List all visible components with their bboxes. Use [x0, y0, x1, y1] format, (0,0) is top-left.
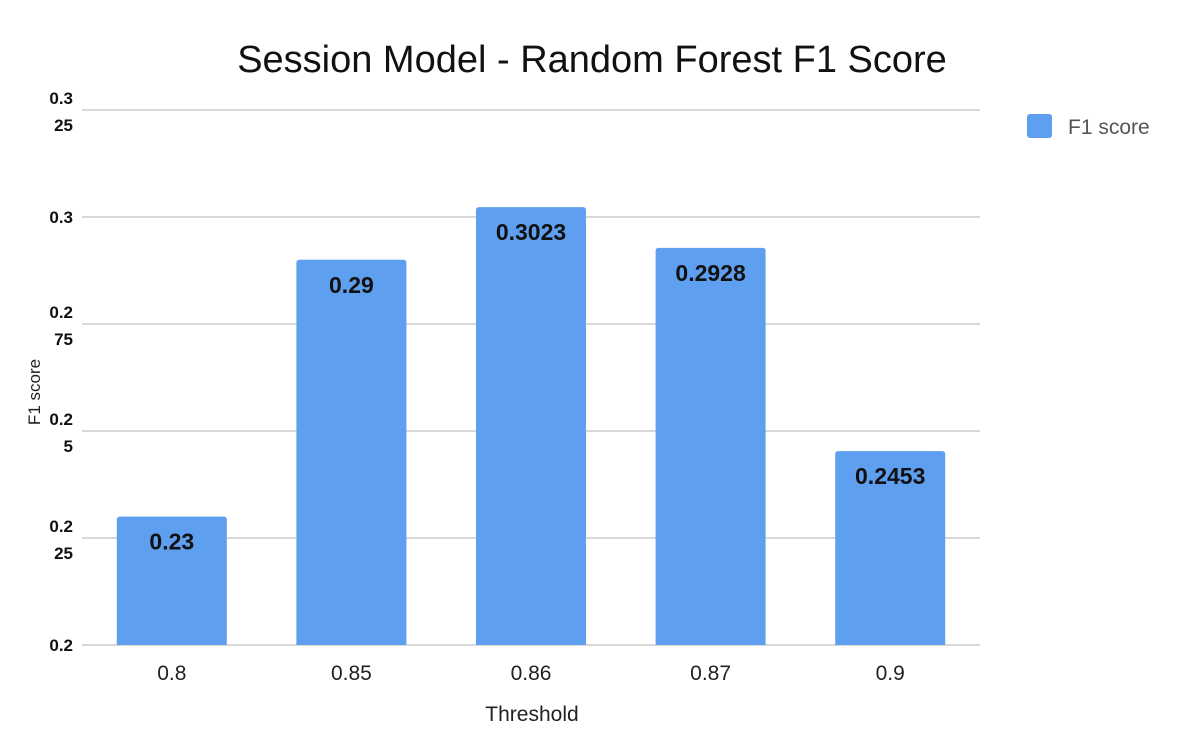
y-axis-ticks: 0.2 0.2 25 0.2 5 0.2 75 0.3 0.3 25: [49, 89, 73, 655]
y-tick-label: 0.2: [49, 303, 73, 322]
bar: [296, 259, 407, 645]
bar: [655, 247, 766, 646]
x-tick-label: 0.9: [876, 662, 905, 685]
data-label: 0.29: [329, 272, 374, 298]
x-tick-label: 0.86: [511, 662, 552, 685]
y-tick-label: 5: [64, 437, 73, 456]
y-tick-label: 0.3: [49, 208, 73, 227]
x-tick-label: 0.8: [157, 662, 186, 685]
data-label: 0.23: [149, 529, 194, 555]
y-tick-label: 0.2: [49, 517, 73, 536]
data-label: 0.2928: [675, 260, 746, 286]
x-tick-label: 0.87: [690, 662, 731, 685]
x-axis-ticks: 0.8 0.85 0.86 0.87 0.9: [157, 662, 905, 685]
y-tick-label: 25: [54, 544, 73, 563]
y-tick-label: 0.2: [49, 410, 73, 429]
legend-swatch: [1027, 114, 1052, 138]
y-tick-label: 0.2: [49, 636, 73, 655]
x-tick-label: 0.85: [331, 662, 372, 685]
data-label: 0.2453: [855, 463, 925, 489]
bar: [835, 451, 946, 645]
data-label: 0.3023: [496, 219, 566, 245]
chart-title: Session Model - Random Forest F1 Score: [237, 39, 947, 81]
legend-label: F1 score: [1068, 116, 1150, 139]
y-tick-label: 25: [54, 116, 73, 135]
y-tick-label: 75: [54, 330, 73, 349]
y-axis-label: F1 score: [25, 359, 44, 425]
bar: [476, 207, 586, 645]
x-axis-label: Threshold: [485, 703, 578, 726]
bar: [116, 516, 227, 645]
legend: F1 score: [1027, 114, 1150, 139]
y-tick-label: 0.3: [49, 89, 73, 108]
bars: 0.23 0.29 0.3023 0.2928 0.2453: [116, 207, 946, 646]
